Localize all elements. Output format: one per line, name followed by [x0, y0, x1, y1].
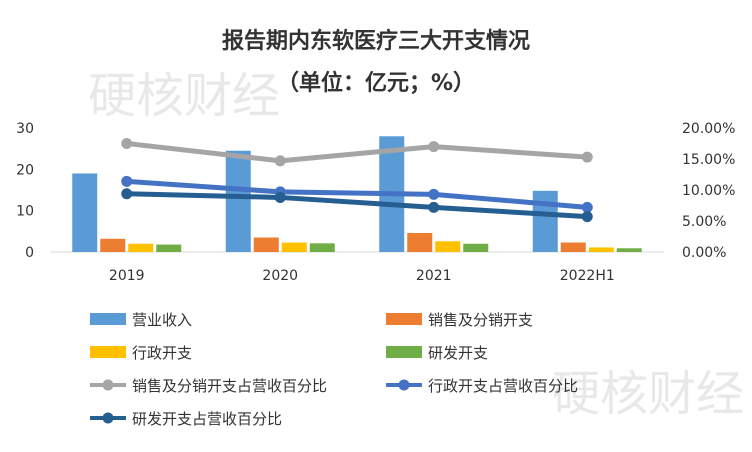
bar: [72, 173, 98, 252]
bar: [309, 243, 335, 252]
y-left-tick-label: 30: [16, 121, 34, 137]
y-right-tick-label: 5.00%: [682, 214, 726, 230]
line-point: [274, 155, 286, 167]
series-line: [126, 178, 588, 210]
x-tick-label: 2022H1: [560, 268, 615, 284]
bar: [435, 241, 461, 252]
chart-title: 报告期内东软医疗三大开支情况: [222, 28, 530, 54]
bar: [225, 150, 251, 252]
series-line: [126, 141, 588, 164]
legend-label: 行政开支占营收百分比: [428, 377, 578, 395]
line-point: [581, 211, 593, 223]
watermark-bottom: 硬核财经: [552, 366, 744, 422]
legend-label: 研发开支: [428, 344, 488, 362]
legend-marker: [102, 379, 114, 391]
y-left-tick-label: 0: [25, 245, 34, 261]
bar: [281, 242, 307, 252]
y-right-tick-label: 0.00%: [682, 245, 726, 261]
legend-label: 研发开支占营收百分比: [132, 410, 282, 428]
series-line: [126, 191, 588, 220]
bar: [560, 242, 586, 252]
legend-marker: [102, 412, 114, 424]
legend-swatch: [90, 313, 126, 325]
line-point: [428, 141, 440, 153]
bar: [156, 244, 182, 252]
y-right-tick-label: 15.00%: [682, 152, 735, 168]
line-point: [121, 188, 133, 200]
y-left-tick-label: 20: [16, 162, 34, 178]
bar: [532, 190, 558, 252]
legend-marker: [398, 379, 410, 391]
line-point: [428, 188, 440, 200]
plot-area: 0 10 20 30 0.00% 5.00% 10.00% 15.00% 20.00% 2019 2…: [16, 121, 735, 284]
x-tick-label: 2019: [109, 268, 145, 284]
watermark-top: 硬核财经: [88, 68, 280, 124]
bar: [407, 232, 433, 252]
line-point: [274, 191, 286, 203]
bar: [253, 237, 279, 252]
line-point: [121, 138, 133, 149]
line-point: [581, 151, 593, 163]
y-right-tick-label: 20.00%: [682, 121, 735, 137]
bar: [588, 247, 614, 252]
legend-swatch: [386, 313, 422, 325]
bar: [616, 248, 642, 252]
x-tick-label: 2020: [262, 268, 298, 284]
y-right-tick-label: 10.00%: [682, 183, 735, 199]
bar: [128, 243, 154, 252]
line-point: [121, 175, 133, 187]
legend-label: 销售及分销开支: [428, 311, 533, 329]
line-point: [428, 201, 440, 213]
bar: [100, 238, 126, 252]
line-point: [581, 201, 593, 213]
legend-swatch: [90, 346, 126, 358]
legend-label: 销售及分销开支占营收百分比: [132, 377, 327, 395]
y-left-tick-label: 10: [16, 204, 34, 220]
legend-swatch: [386, 346, 422, 358]
legend-label: 行政开支: [132, 344, 192, 362]
chart-subtitle: （单位：亿元；%）: [277, 70, 475, 96]
x-tick-label: 2021: [416, 268, 452, 284]
bar: [463, 243, 489, 252]
legend-label: 营业收入: [132, 311, 192, 329]
